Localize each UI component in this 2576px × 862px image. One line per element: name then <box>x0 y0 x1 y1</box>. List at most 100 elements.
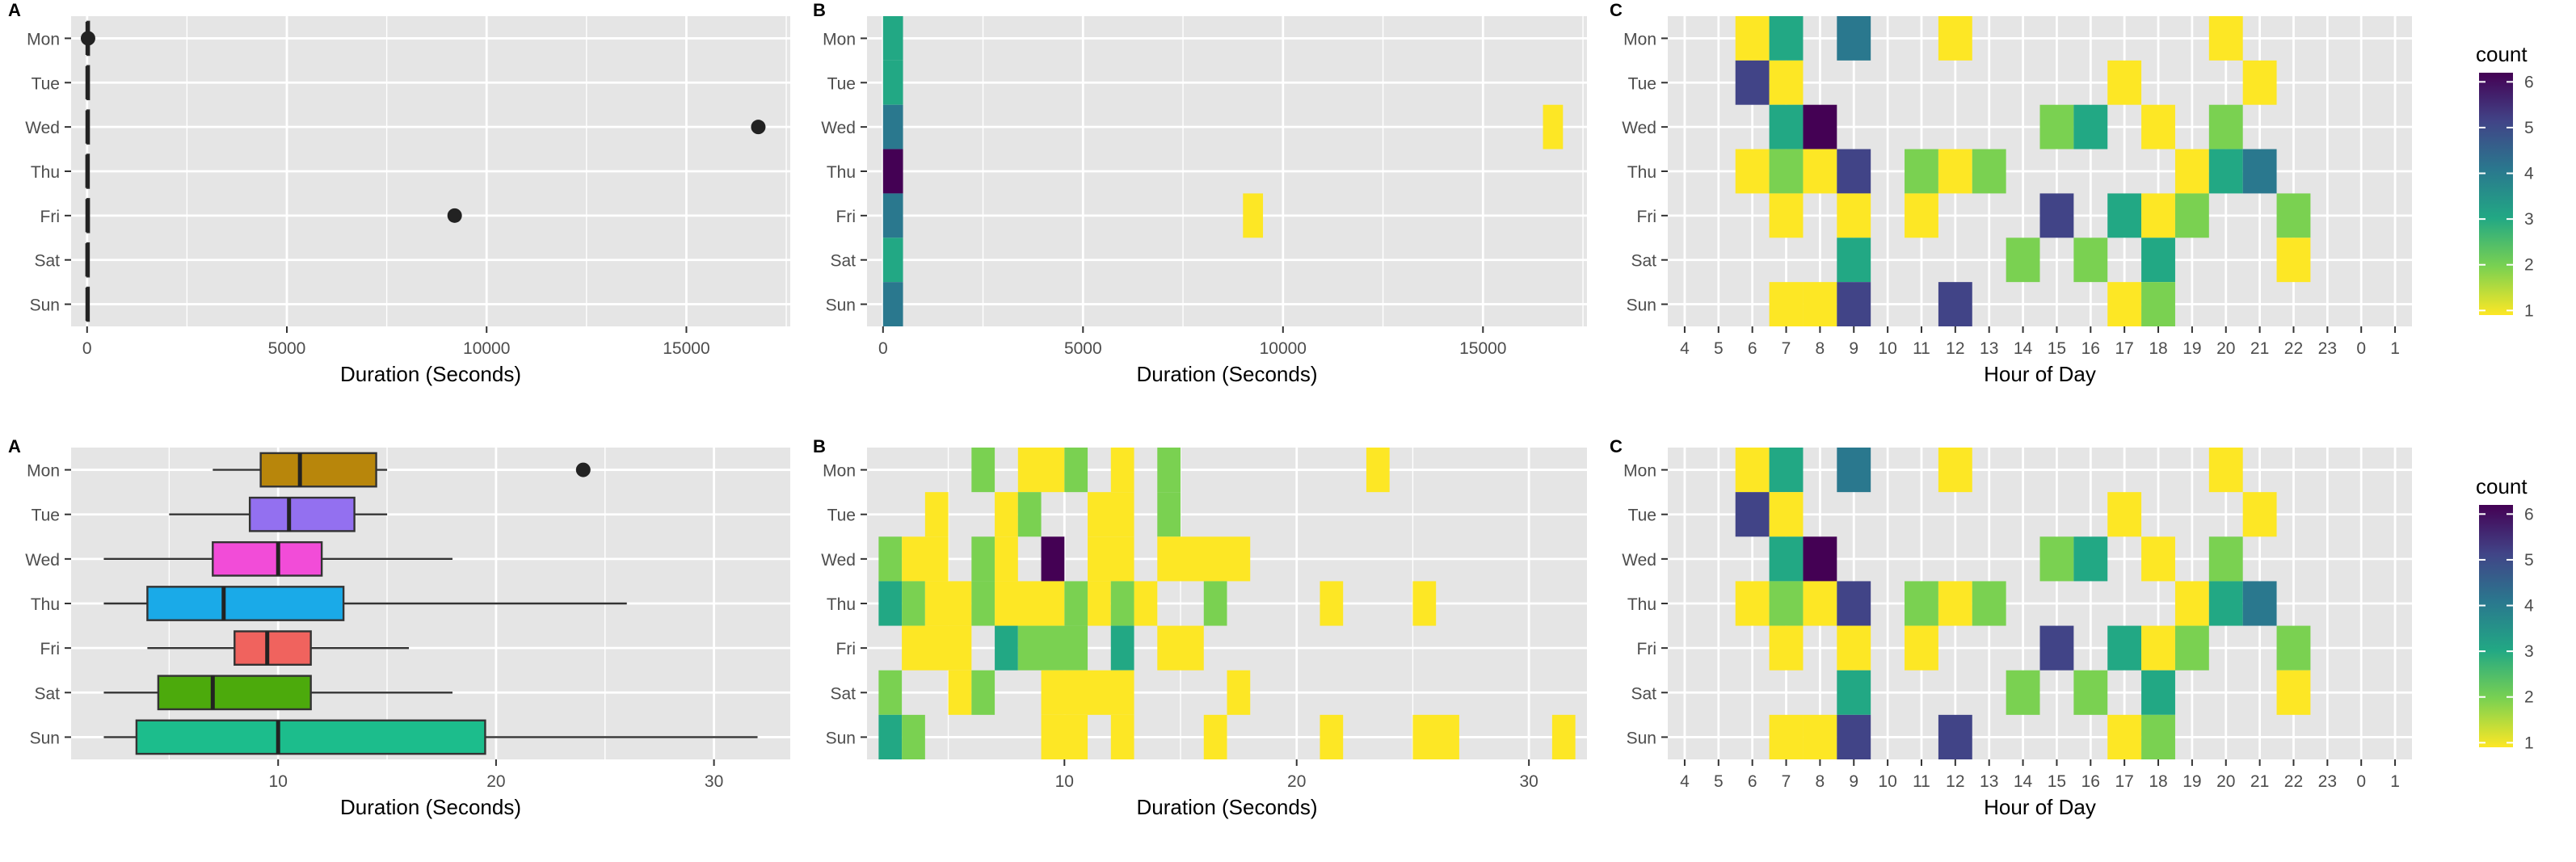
heatmap-cell <box>1017 625 1088 671</box>
legend-tick-label: 3 <box>2524 210 2534 229</box>
legend-tick-label: 6 <box>2524 73 2534 91</box>
box-iqr-thu <box>146 586 345 621</box>
heatmap-cell <box>1412 714 1459 759</box>
heatmap-cell <box>2039 536 2074 582</box>
heatmap-cell <box>902 625 972 671</box>
heatmap-cell <box>971 581 995 626</box>
x-tick-label: 10 <box>1878 339 1896 358</box>
y-tick-label: Tue <box>32 507 60 525</box>
y-tick-label: Sat <box>830 252 856 271</box>
legend-tick-label: 5 <box>2524 119 2534 137</box>
x-tick-label: 18 <box>2149 772 2167 791</box>
y-tick-label: Wed <box>25 551 60 570</box>
heatmap-cell <box>1017 448 1065 493</box>
heatmap-cell <box>1905 193 1938 238</box>
heatmap-cell <box>1769 149 1804 194</box>
y-tick-label: Wed <box>821 119 856 137</box>
heatmap-cell <box>2174 193 2209 238</box>
heatmap-cell <box>995 492 1018 537</box>
x-tick-label: 11 <box>1913 772 1930 791</box>
y-tick-label: Tue <box>1628 507 1656 525</box>
heatmap-cell <box>1769 448 1804 493</box>
heatmap-cell <box>1735 16 1770 61</box>
x-tick-label: 14 <box>2014 772 2033 791</box>
heatmap-cell <box>1320 581 1344 626</box>
heatmap-cell <box>1769 16 1804 61</box>
heatmap-cell <box>1017 492 1042 537</box>
y-tick-label: Tue <box>827 74 856 93</box>
heatmap-cell <box>2141 670 2175 715</box>
y-tick-label: Wed <box>821 551 856 570</box>
heatmap-cell <box>1837 581 1871 626</box>
x-tick-label: 16 <box>2081 772 2100 791</box>
heatmap-cell <box>2174 625 2209 671</box>
x-tick-label: 12 <box>1946 772 1964 791</box>
heatmap-cell <box>2107 625 2142 671</box>
y-tick-label: Sat <box>1631 684 1656 703</box>
x-tick-label: 12 <box>1946 339 1964 358</box>
heatmap-cell <box>1938 581 1972 626</box>
heatmap-cell <box>971 670 995 715</box>
heatmap-cell <box>902 581 925 626</box>
x-tick-label: 9 <box>1849 772 1858 791</box>
heatmap-cell <box>1110 581 1134 626</box>
x-tick-label: 21 <box>2250 772 2269 791</box>
heatmap-cell <box>1803 714 1837 759</box>
heatmap-cell <box>2174 149 2209 194</box>
heatmap-cell <box>878 714 903 759</box>
y-tick-label: Sun <box>1627 296 1656 315</box>
x-tick-label: 13 <box>1980 772 1998 791</box>
x-tick-label: 13 <box>1980 339 1998 358</box>
panel-letter: C <box>1610 436 1623 456</box>
heatmap-cell <box>1803 104 1837 149</box>
heatmap-cell <box>902 714 925 759</box>
heatmap-cell <box>1972 581 2006 626</box>
y-tick-label: Sat <box>1631 252 1656 271</box>
heatmap-cell <box>1110 625 1134 671</box>
heatmap-cell <box>2073 238 2108 283</box>
x-tick-label: 0 <box>82 339 92 358</box>
heatmap-cell <box>1803 149 1837 194</box>
outlier-point <box>575 462 591 477</box>
heatmap-cell <box>1041 670 1134 715</box>
heatmap-cell <box>1110 448 1134 493</box>
legend-tick-label: 5 <box>2524 551 2534 570</box>
heatmap-cell <box>1157 625 1204 671</box>
heatmap-cell <box>1041 714 1088 759</box>
y-tick-label: Fri <box>40 640 61 658</box>
heatmap-cell <box>1938 149 1972 194</box>
x-tick-label: 0 <box>2356 772 2366 791</box>
box-iqr-wed <box>212 540 323 577</box>
y-tick-label: Wed <box>25 119 60 137</box>
legend-tick-label: 4 <box>2524 165 2534 183</box>
heatmap-cell <box>2141 714 2175 759</box>
heatmap-cell <box>1243 193 1264 238</box>
x-tick-label: 21 <box>2250 339 2269 358</box>
y-tick-label: Mon <box>27 30 60 48</box>
box-iqr-sun <box>135 719 486 755</box>
heatmap-cell <box>878 536 903 582</box>
heatmap-cell <box>1203 581 1227 626</box>
heatmap-cell <box>1041 536 1065 582</box>
x-tick-label: 14 <box>2014 339 2033 358</box>
y-tick-label: Sat <box>830 684 856 703</box>
heatmap-cell <box>2242 581 2277 626</box>
box-iqr-fri <box>234 630 312 666</box>
heatmap-cell <box>2039 193 2074 238</box>
x-tick-label: 15000 <box>1459 339 1506 358</box>
x-tick-label: 1 <box>2390 339 2400 358</box>
x-tick-label: 20 <box>2216 339 2235 358</box>
heatmap-cell <box>971 536 995 582</box>
legend-tick-label: 2 <box>2524 688 2534 707</box>
heatmap-cell <box>1735 492 1770 537</box>
heatmap-cell <box>2073 536 2108 582</box>
x-tick-label: 7 <box>1782 772 1791 791</box>
x-tick-label: 0 <box>878 339 888 358</box>
heatmap-cell <box>1735 60 1770 105</box>
x-tick-label: 17 <box>2115 339 2133 358</box>
heatmap-cell <box>902 536 949 582</box>
